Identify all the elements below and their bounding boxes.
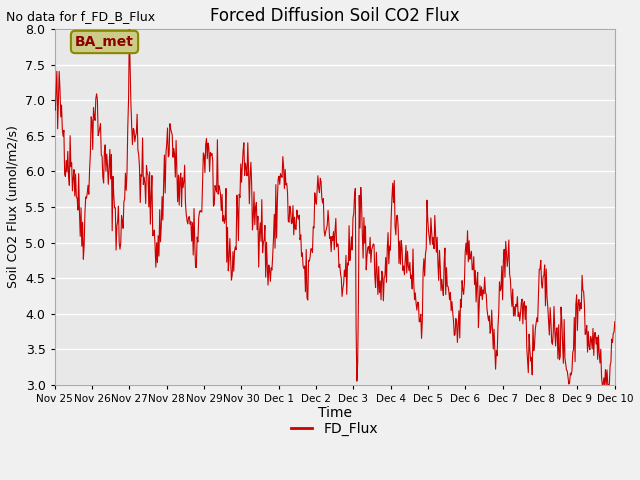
Text: No data for f_FD_B_Flux: No data for f_FD_B_Flux — [6, 10, 156, 23]
Title: Forced Diffusion Soil CO2 Flux: Forced Diffusion Soil CO2 Flux — [210, 7, 460, 25]
Y-axis label: Soil CO2 Flux (umol/m2/s): Soil CO2 Flux (umol/m2/s) — [7, 126, 20, 288]
Legend: FD_Flux: FD_Flux — [286, 417, 383, 442]
X-axis label: Time: Time — [317, 407, 351, 420]
Text: BA_met: BA_met — [75, 35, 134, 49]
